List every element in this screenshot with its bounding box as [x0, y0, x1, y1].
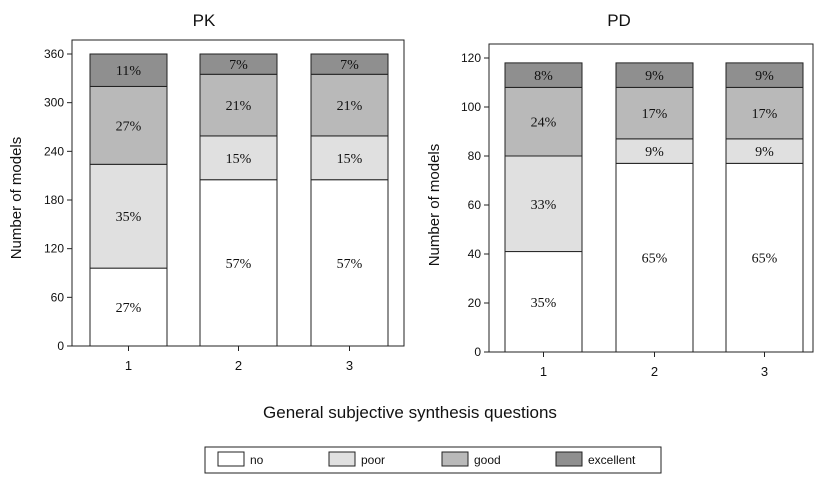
- y-tick-label-120: 120: [461, 51, 481, 65]
- y-tick-label-120: 120: [44, 242, 64, 256]
- data-label-excellent-3: 7%: [340, 58, 359, 73]
- bar-segment-poor-3: [310, 135, 389, 181]
- legend-item-good: good: [441, 451, 501, 467]
- data-label-poor-2: 15%: [226, 152, 252, 167]
- bar-segment-excellent-3: [725, 62, 804, 88]
- y-tick-label-0: 0: [474, 345, 481, 359]
- data-label-no-3: 65%: [752, 252, 778, 267]
- x-tick-label-2: 2: [235, 358, 242, 373]
- x-tick-label-1: 1: [125, 358, 132, 373]
- legend-item-excellent: excellent: [555, 451, 636, 467]
- data-label-good-1: 24%: [531, 116, 557, 131]
- y-tick-label-300: 300: [44, 96, 64, 110]
- data-label-poor-1: 35%: [116, 210, 142, 225]
- legend-item-poor: poor: [328, 451, 385, 467]
- chart-title: PD: [607, 11, 631, 30]
- bar-segment-no-3: [725, 162, 804, 353]
- legend-label-good: good: [474, 453, 501, 467]
- y-ticks: 0 60 120 180 240 300 360: [44, 47, 72, 353]
- bar-marks: 27% 35% 27% 11% 57% 15% 21% 7% 57% 15% 21% 7%: [89, 53, 389, 347]
- data-label-poor-3: 15%: [337, 152, 363, 167]
- legend-swatch-good: [441, 451, 469, 467]
- chart-title: PK: [193, 11, 216, 30]
- y-tick-label-20: 20: [468, 296, 482, 310]
- data-label-no-1: 35%: [531, 296, 557, 311]
- y-tick-label-0: 0: [57, 339, 64, 353]
- data-label-poor-3: 9%: [755, 145, 774, 160]
- data-label-poor-1: 33%: [531, 198, 557, 213]
- bar-marks: 35% 33% 24% 8% 65% 9% 17% 9% 65% 9% 17% 9%: [504, 62, 804, 353]
- x-tick-label-3: 3: [346, 358, 353, 373]
- bar-segment-excellent-2: [615, 62, 694, 88]
- y-axis-label: Number of models: [8, 137, 25, 260]
- y-tick-label-240: 240: [44, 144, 64, 158]
- bar-segment-good-2: [199, 73, 278, 137]
- data-label-excellent-3: 9%: [755, 69, 774, 84]
- x-tick-label-2: 2: [651, 364, 658, 379]
- bar-segment-good-3: [310, 73, 389, 137]
- x-tick-label-1: 1: [540, 364, 547, 379]
- bar-segment-excellent-1: [504, 62, 583, 88]
- data-label-excellent-1: 11%: [116, 64, 141, 79]
- legend-label-excellent: excellent: [588, 453, 636, 467]
- bar-segment-excellent-2: [199, 53, 278, 75]
- legend-swatch-no: [217, 451, 245, 467]
- bar-segment-poor-3: [725, 138, 804, 164]
- data-label-good-2: 17%: [642, 107, 668, 122]
- data-label-excellent-2: 7%: [229, 58, 248, 73]
- bar-segment-poor-1: [89, 163, 168, 269]
- chart-pk: PK Number of models 27%35%27%11%57%15%21…: [8, 11, 405, 373]
- shared-x-axis-label: General subjective synthesis questions: [263, 403, 557, 422]
- x-tick-label-3: 3: [761, 364, 768, 379]
- bar-segment-excellent-1: [89, 53, 168, 87]
- data-label-good-3: 21%: [337, 99, 363, 114]
- data-label-excellent-2: 9%: [645, 69, 664, 84]
- x-ticks: 1 2 3: [125, 346, 353, 373]
- legend-swatch-poor: [328, 451, 356, 467]
- y-tick-label-100: 100: [461, 100, 481, 114]
- legend-label-poor: poor: [361, 453, 385, 467]
- y-tick-label-80: 80: [468, 149, 482, 163]
- data-label-no-2: 65%: [642, 252, 668, 267]
- x-ticks: 1 2 3: [540, 352, 768, 379]
- y-tick-label-60: 60: [51, 290, 65, 304]
- data-label-poor-2: 9%: [645, 145, 664, 160]
- legend-frame: [204, 446, 662, 474]
- legend-item-no: no: [217, 451, 264, 467]
- legend-swatch-excellent: [555, 451, 583, 467]
- y-tick-label-180: 180: [44, 193, 64, 207]
- data-label-good-3: 17%: [752, 107, 778, 122]
- data-label-no-3: 57%: [337, 257, 363, 272]
- y-tick-label-40: 40: [468, 247, 482, 261]
- data-label-excellent-1: 8%: [534, 69, 553, 84]
- data-label-no-2: 57%: [226, 257, 252, 272]
- bar-segment-good-3: [725, 86, 804, 140]
- y-axis-label: Number of models: [426, 144, 443, 267]
- y-tick-label-60: 60: [468, 198, 482, 212]
- y-tick-label-360: 360: [44, 47, 64, 61]
- y-ticks: 0 20 40 60 80 100 120: [461, 51, 489, 359]
- data-label-no-1: 27%: [116, 301, 142, 316]
- legend-label-no: no: [250, 453, 264, 467]
- bar-segment-excellent-3: [310, 53, 389, 75]
- data-label-good-1: 27%: [116, 119, 142, 134]
- bar-segment-no-1: [504, 251, 583, 353]
- bar-segment-poor-2: [199, 135, 278, 181]
- data-label-good-2: 21%: [226, 99, 252, 114]
- chart-pd: PD Number of models 35% 33% 24% 8% 65% 9% 17% 9…: [426, 11, 814, 379]
- legend: no poor good excellent: [204, 446, 662, 474]
